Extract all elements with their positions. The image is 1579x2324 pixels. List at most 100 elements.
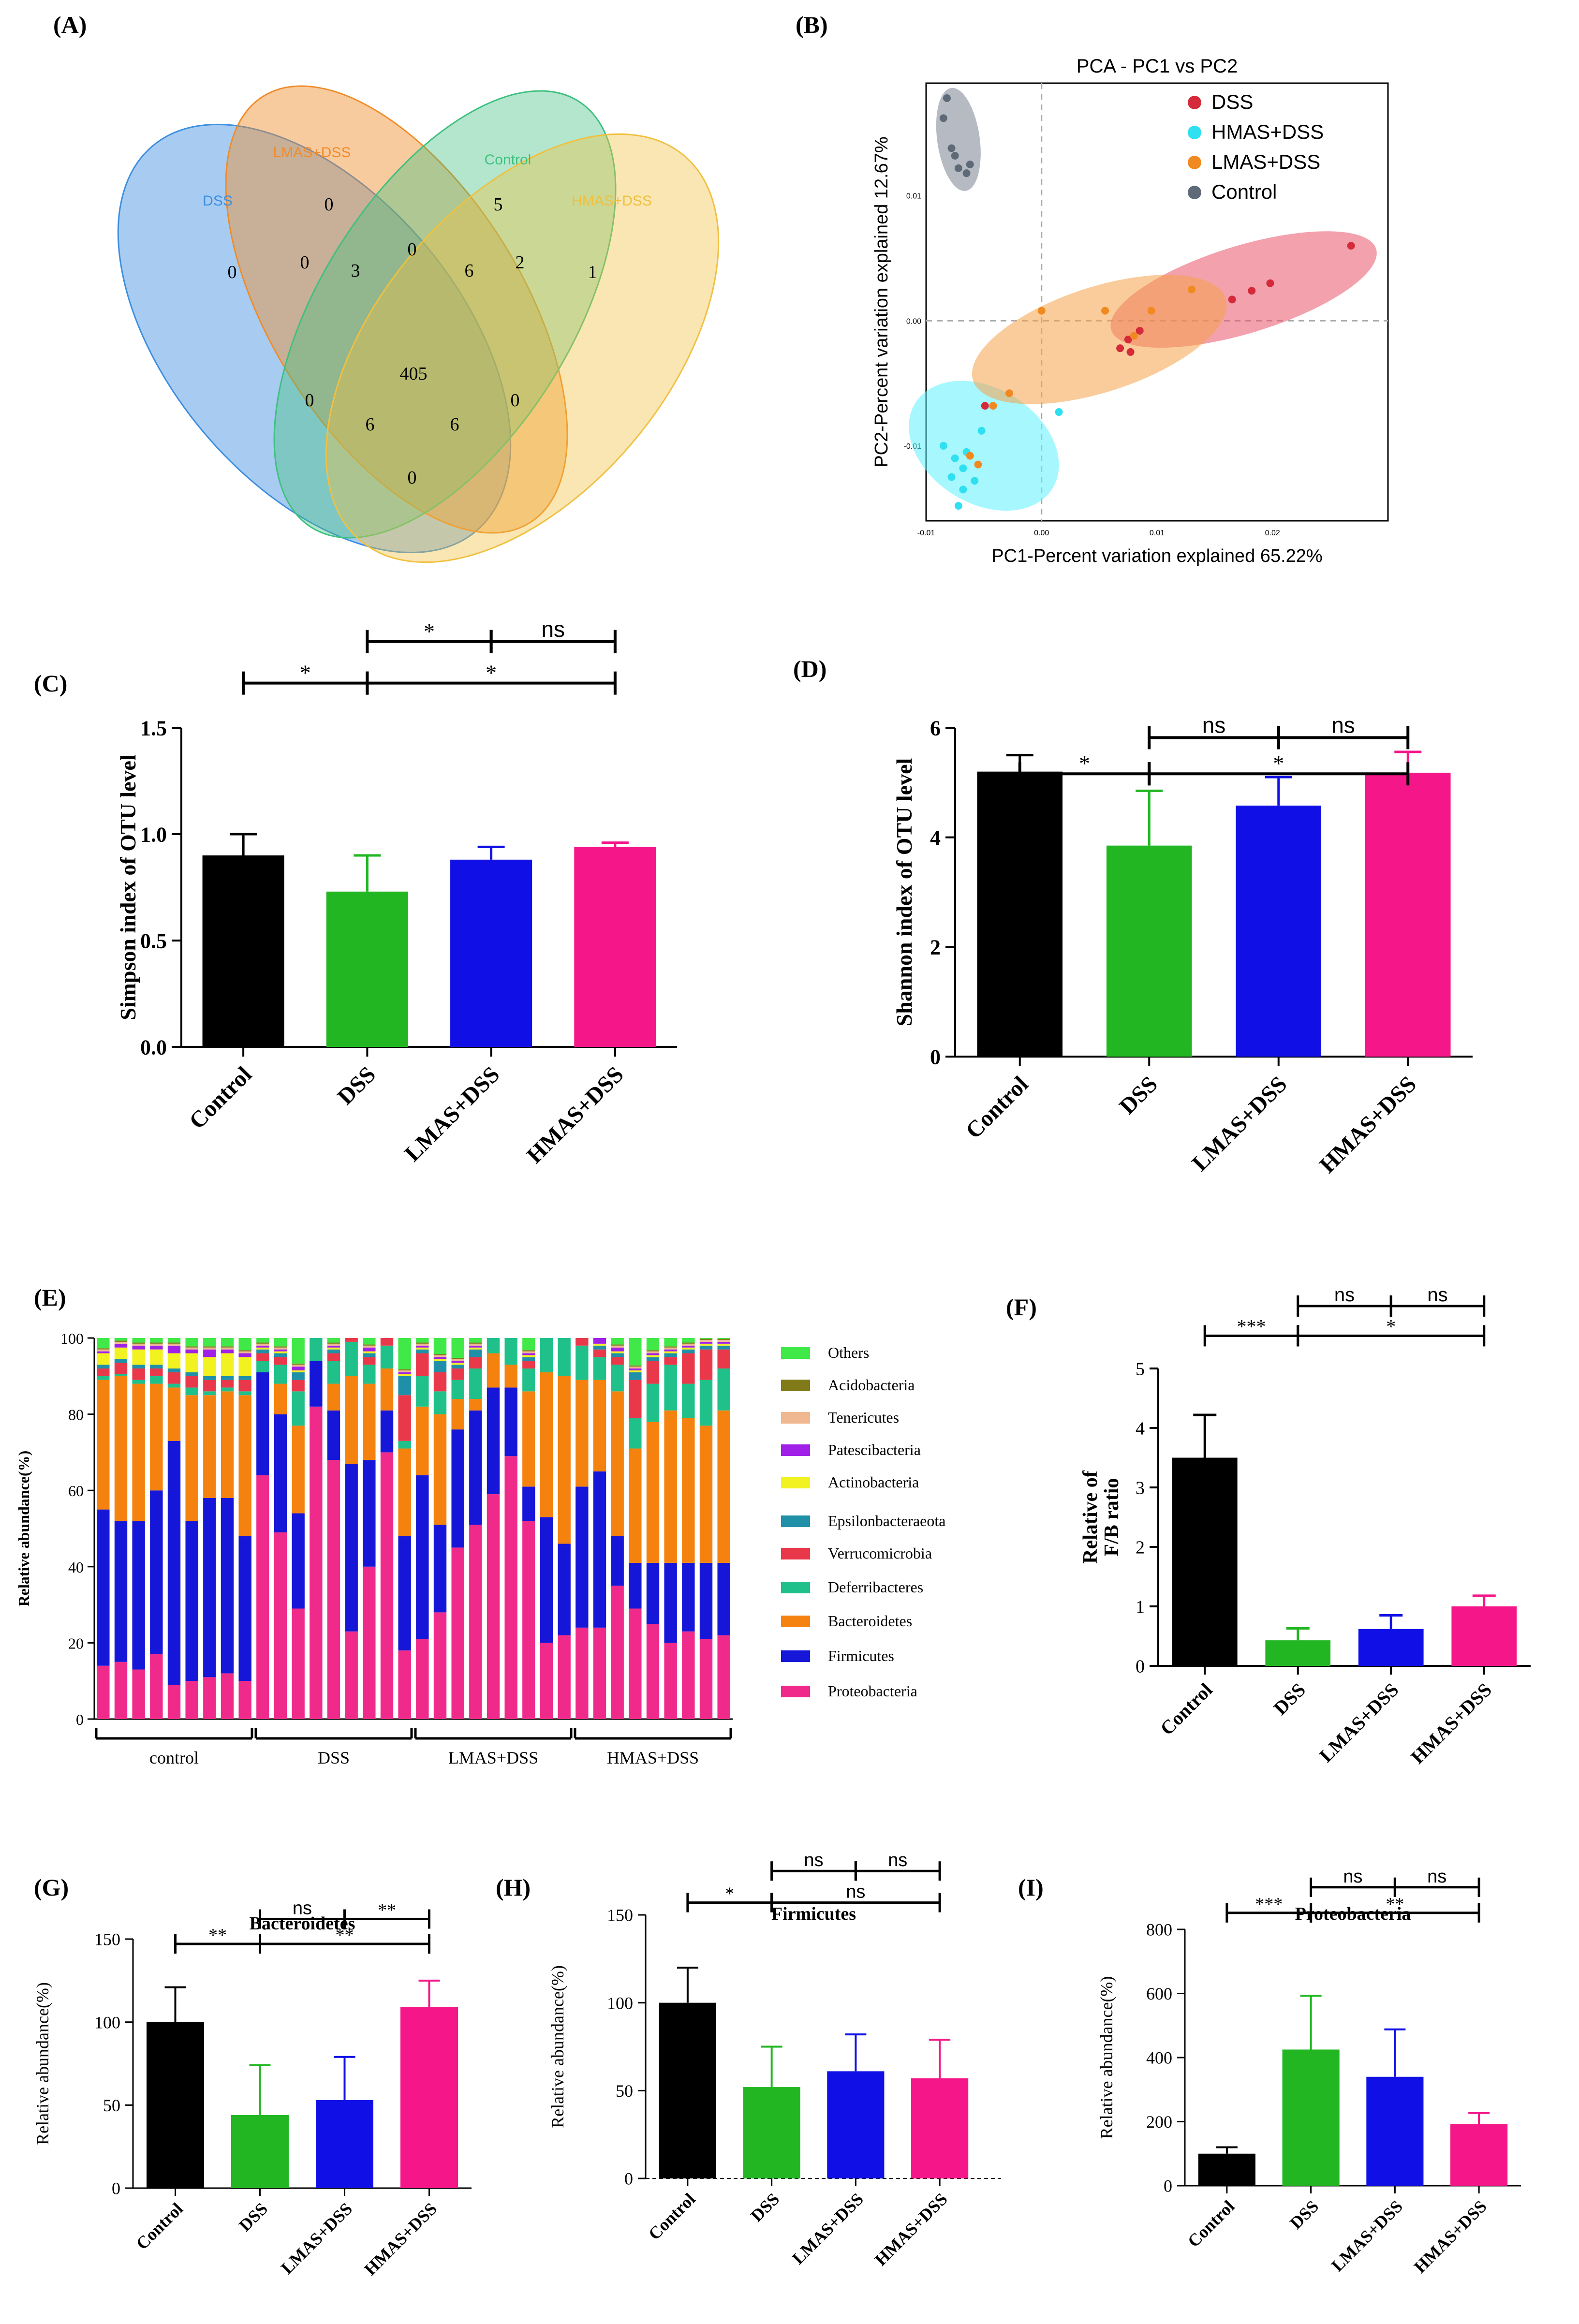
legend-swatch <box>781 1380 810 1391</box>
y-tick-label: 0 <box>930 1045 941 1069</box>
venn-count-hmas-only: 1 <box>588 262 597 282</box>
bar <box>1358 1629 1424 1666</box>
stacked-segment-acidobacteria <box>682 1342 695 1344</box>
stacked-segment-bacteroidetes <box>327 1383 340 1411</box>
pca-point <box>1147 307 1155 315</box>
significance-label: ns <box>804 1850 823 1870</box>
stacked-segment-actinobacteria <box>416 1347 429 1350</box>
pca-x-tick-label: -0.01 <box>917 529 935 537</box>
pca-ellipse-lmas-dss <box>972 275 1227 404</box>
stacked-segment-firmicutes <box>433 1525 447 1613</box>
pca-point <box>939 441 947 450</box>
significance-label: ns <box>1427 1867 1446 1887</box>
stacked-segment-deferribacteres <box>593 1357 606 1380</box>
legend-label: Acidobacteria <box>828 1376 915 1394</box>
stacked-segment-deferribacteres <box>150 1376 163 1384</box>
bar <box>316 2100 373 2188</box>
stacked-segment-bacteroidetes <box>646 1422 660 1563</box>
pca-point <box>1124 336 1132 344</box>
x-tick-label: HMAS+DSS <box>1410 2196 1490 2277</box>
stacked-segment-firmicutes <box>398 1536 411 1651</box>
y-tick-label: 0 <box>1164 2177 1172 2196</box>
bar <box>1106 845 1192 1057</box>
stacked-segment-proteobacteria <box>504 1456 517 1719</box>
stacked-segment-firmicutes <box>717 1562 730 1635</box>
stacked-segment-proteobacteria <box>238 1681 251 1719</box>
stacked-segment-verrucomicrobia <box>629 1380 642 1418</box>
y-axis-label: Shannon index of OTU level <box>892 758 916 1027</box>
stacked-segment-acidobacteria <box>167 1342 181 1344</box>
stacked-segment-deferribacteres <box>469 1368 482 1399</box>
stacked-segment-deferribacteres <box>97 1376 110 1380</box>
panel-label-c: (C) <box>34 670 67 697</box>
stacked-segment-firmicutes <box>256 1372 269 1475</box>
stacked-segment-verrucomicrobia <box>274 1357 287 1365</box>
stacked-segment-acidobacteria <box>646 1350 660 1352</box>
stacked-segment-proteobacteria <box>292 1608 305 1719</box>
stacked-segment-acidobacteria <box>629 1365 642 1367</box>
stacked-segment-proteobacteria <box>611 1586 624 1719</box>
venn-count-control-only: 5 <box>494 194 503 215</box>
stacked-segment-deferribacteres <box>699 1380 713 1426</box>
venn-count-dss-lmas-hmas: 6 <box>450 414 459 435</box>
stacked-segment-firmicutes <box>345 1464 358 1632</box>
legend-swatch <box>781 1650 810 1662</box>
venn-ellipse-lmas <box>225 85 568 534</box>
stacked-segment-bacteroidetes <box>487 1353 500 1388</box>
pca-ellipse-control <box>936 88 981 191</box>
x-tick-label: LMAS+DSS <box>277 2199 356 2278</box>
panel-label-f: (F) <box>1006 1294 1037 1321</box>
pca-point <box>966 452 974 460</box>
stacked-segment-firmicutes <box>487 1387 500 1495</box>
stacked-segment-others <box>717 1338 730 1339</box>
stacked-segment-verrucomicrobia <box>451 1368 464 1380</box>
x-tick-label: DSS <box>1114 1071 1163 1119</box>
pca-point <box>1130 332 1138 340</box>
stacked-segment-bacteroidetes <box>593 1380 606 1471</box>
stacked-segment-epsilonbacteraeota <box>238 1376 251 1380</box>
bar <box>202 855 284 1047</box>
stacked-segment-deferribacteres <box>558 1338 571 1376</box>
stacked-segment-deferribacteres <box>487 1338 500 1353</box>
stacked-segment-patescibacteria <box>256 1345 269 1348</box>
stacked-segment-acidobacteria <box>398 1369 411 1370</box>
stacked-segment-tenericutes <box>664 1347 677 1350</box>
firmicutes-chart: 0 50 100 150 Relative abundance(%) Firmicutes… <box>548 1850 1001 2269</box>
stacked-segment-verrucomicrobia <box>398 1395 411 1441</box>
y-tick-label: 3 <box>1136 1478 1145 1498</box>
stacked-segment-acidobacteria <box>451 1357 464 1359</box>
panel-label-e: (E) <box>34 1284 66 1311</box>
stacked-segment-patescibacteria <box>398 1372 411 1374</box>
y-tick-label: 200 <box>1146 2112 1172 2132</box>
stacked-segment-others <box>292 1338 305 1364</box>
pca-title: PCA - PC1 vs PC2 <box>1077 56 1238 77</box>
panel-label-i: (I) <box>1018 1874 1044 1901</box>
stacked-segment-acidobacteria <box>522 1350 535 1352</box>
stacked-segment-acidobacteria <box>185 1346 198 1348</box>
stacked-segment-bacteroidetes <box>398 1448 411 1536</box>
pca-x-tick-label: 0.00 <box>1034 529 1049 537</box>
stacked-segment-bacteroidetes <box>167 1387 181 1441</box>
stacked-segment-tenericutes <box>221 1347 234 1350</box>
legend-swatch <box>781 1582 810 1593</box>
venn-count-dss-control: 0 <box>305 390 314 411</box>
stacked-segment-firmicutes <box>114 1521 128 1662</box>
pca-point <box>962 169 971 177</box>
pca-legend-marker <box>1188 156 1201 169</box>
stacked-segment-bacteroidetes <box>238 1395 251 1536</box>
bar <box>1282 2049 1340 2186</box>
stacked-segment-others <box>416 1338 429 1343</box>
stacked-segment-firmicutes <box>451 1429 464 1548</box>
significance-label: ns <box>1331 712 1355 737</box>
stacked-segment-epsilonbacteraeota <box>97 1365 110 1369</box>
venn-count-dss-lmas-control: 3 <box>351 261 360 281</box>
stacked-segment-deferribacteres <box>664 1365 677 1411</box>
venn-count-dss-hmas: 0 <box>408 468 417 488</box>
y-tick-label: 6 <box>930 716 941 740</box>
pca-point <box>1188 285 1196 294</box>
stacked-segment-actinobacteria <box>292 1370 305 1372</box>
stacked-segment-tenericutes <box>629 1367 642 1369</box>
stacked-segment-proteobacteria <box>540 1643 553 1719</box>
stacked-segment-verrucomicrobia <box>717 1349 730 1369</box>
stacked-segment-tenericutes <box>646 1351 660 1353</box>
